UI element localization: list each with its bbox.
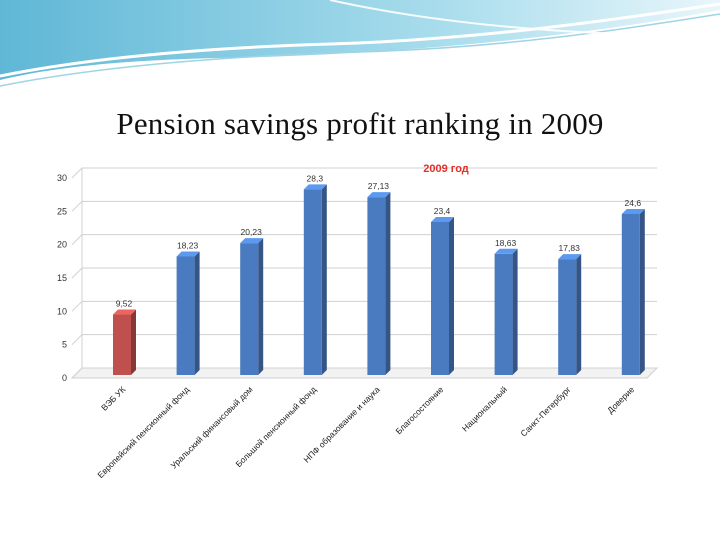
bar: [431, 217, 454, 375]
y-tick-label: 15: [57, 273, 67, 283]
bar: [621, 209, 645, 375]
data-label: 23,4: [434, 206, 451, 216]
bar: [494, 248, 518, 375]
bar: [240, 238, 264, 375]
data-label: 28,3: [307, 173, 324, 183]
y-axis-ticks: 0 5 10 15 20 25 30: [57, 173, 67, 383]
data-labels: 9,52 18,23 20,23 28,3 27,13 23,4 18,63 17,83 24,…: [116, 173, 642, 308]
gridline: [71, 200, 657, 212]
x-tick-label: Национальный: [460, 384, 509, 433]
data-label: 20,23: [241, 227, 263, 237]
data-label: 18,63: [495, 238, 517, 248]
chart-title: 2009 год: [423, 163, 469, 175]
y-tick-label: 5: [62, 340, 67, 350]
y-tick-label: 25: [57, 206, 67, 216]
bar: [558, 254, 582, 375]
gridlines: [71, 167, 657, 379]
y-tick-label: 10: [57, 306, 67, 316]
x-tick-label: НПФ образование и наука: [302, 384, 382, 464]
y-tick-label: 0: [62, 373, 67, 383]
gridline: [71, 167, 657, 179]
header-wave-decoration: [0, 0, 720, 87]
bars: [113, 184, 645, 375]
data-label: 24,6: [625, 198, 642, 208]
bar: [303, 184, 327, 375]
bar: [176, 251, 200, 375]
data-label: 17,83: [559, 243, 581, 253]
y-tick-label: 30: [57, 173, 67, 183]
data-label: 27,13: [368, 181, 390, 191]
bar: [367, 192, 391, 375]
x-tick-label: Доверие: [605, 384, 636, 415]
x-tick-label: ВЭБ УК: [99, 384, 127, 412]
x-tick-label: Благосостояние: [393, 384, 445, 436]
data-label: 9,52: [116, 299, 133, 309]
slide-title: Pension savings profit ranking in 2009: [116, 106, 604, 141]
data-label: 18,23: [177, 240, 199, 250]
x-tick-label: Санкт-Петербург: [518, 384, 572, 438]
bar: [113, 309, 136, 375]
y-tick-label: 20: [57, 240, 67, 250]
